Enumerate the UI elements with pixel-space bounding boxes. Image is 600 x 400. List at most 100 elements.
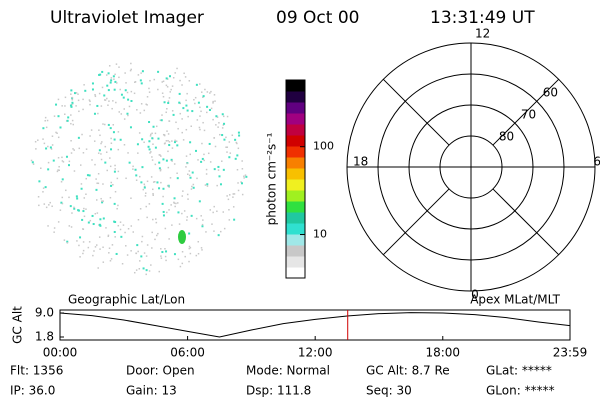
speckle [178, 92, 181, 95]
speckle [197, 252, 200, 255]
speckle [115, 252, 118, 255]
speckle [143, 109, 146, 112]
speckle [61, 178, 64, 181]
color-step [286, 212, 305, 224]
speckle [69, 104, 72, 107]
left-label: Geographic Lat/Lon [68, 293, 185, 307]
speckle [171, 85, 174, 87]
speckle [149, 135, 152, 137]
speckle [51, 144, 54, 146]
speckle [70, 122, 72, 125]
color-step [286, 245, 305, 257]
speckle [142, 188, 145, 191]
speckle [113, 170, 116, 173]
speckle [110, 77, 113, 79]
speckle [223, 138, 226, 141]
speckle [210, 107, 213, 110]
speckle [70, 226, 73, 228]
y-tick-label: 1.8 [35, 330, 54, 344]
speckle [92, 254, 94, 257]
speckle [110, 258, 113, 260]
speckle [165, 111, 167, 114]
speckle [148, 148, 151, 151]
speckle [97, 152, 100, 154]
speckle [56, 132, 58, 135]
speckle [197, 240, 200, 243]
speckle [80, 183, 83, 185]
speckle [152, 194, 154, 196]
speckle [100, 153, 102, 155]
speckle [222, 124, 225, 126]
speckle [109, 260, 112, 262]
speckle [241, 168, 244, 170]
speckle [141, 235, 144, 238]
speckle [232, 196, 234, 198]
speckle [130, 225, 133, 227]
speckle [228, 141, 231, 143]
speckle [145, 269, 148, 272]
speckle [110, 79, 113, 82]
speckle [109, 196, 112, 199]
speckle [89, 100, 91, 103]
speckle [181, 118, 183, 120]
speckle [237, 131, 240, 134]
info-field: Seq: 30 [366, 384, 412, 398]
speckle [118, 66, 120, 68]
meridian [382, 188, 450, 256]
speckle [208, 109, 211, 112]
speckle [183, 210, 186, 212]
speckle [167, 139, 169, 142]
colorbar-frame [285, 79, 306, 279]
speckle [70, 139, 72, 142]
speckle [130, 90, 133, 93]
speckle [132, 231, 135, 233]
speckle [143, 183, 146, 186]
speckle [110, 184, 113, 187]
speckle [99, 73, 102, 76]
mlt-label: 0 [471, 288, 479, 302]
speckle [114, 73, 116, 76]
speckle [245, 175, 248, 178]
info-field: GLon: ***** [486, 384, 555, 398]
speckle [105, 74, 108, 76]
speckle [42, 191, 44, 193]
speckle [120, 235, 123, 238]
speckle [38, 180, 41, 183]
x-tick-label: 12:00 [298, 346, 333, 360]
speckle [93, 112, 96, 115]
speckle [137, 219, 140, 221]
speckle [94, 246, 97, 248]
speckle [126, 112, 129, 115]
speckle [44, 116, 47, 119]
speckle [214, 100, 216, 102]
speckle [144, 195, 147, 197]
speckle [162, 95, 165, 98]
speckle [203, 159, 205, 162]
speckle [57, 156, 60, 159]
speckle [193, 98, 195, 101]
speckle [52, 159, 55, 162]
color-step [286, 234, 305, 246]
speckle [140, 72, 142, 74]
speckle [141, 240, 143, 243]
speckle [182, 190, 184, 192]
speckle [75, 92, 78, 94]
speckle [231, 134, 234, 136]
speckle [244, 174, 247, 176]
speckle [101, 201, 104, 204]
speckle [200, 247, 203, 249]
speckle [191, 185, 193, 188]
speckle [108, 100, 110, 102]
speckle [149, 152, 151, 154]
color-step [286, 168, 305, 180]
speckle [119, 138, 122, 141]
speckle [112, 100, 114, 102]
speckle [51, 135, 54, 137]
speckle [199, 83, 201, 85]
speckle [209, 92, 211, 94]
speckle [185, 128, 188, 131]
speckle [197, 159, 199, 161]
speckle [227, 198, 230, 201]
